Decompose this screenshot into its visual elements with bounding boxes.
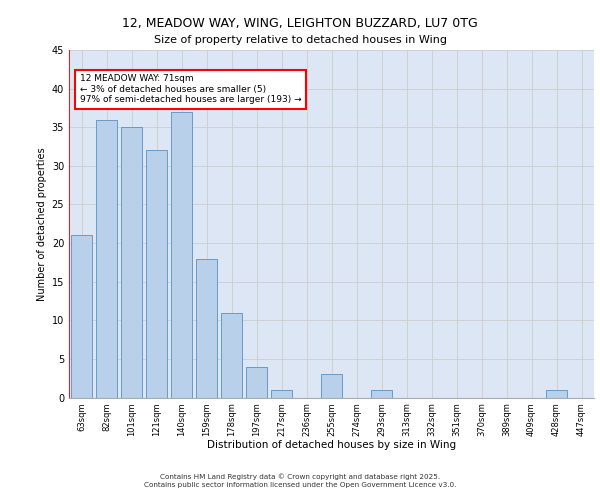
Text: 12, MEADOW WAY, WING, LEIGHTON BUZZARD, LU7 0TG: 12, MEADOW WAY, WING, LEIGHTON BUZZARD, …: [122, 18, 478, 30]
Bar: [321, 374, 342, 398]
Bar: [246, 366, 267, 398]
Bar: [121, 127, 142, 398]
Bar: [271, 390, 292, 398]
Bar: [196, 258, 217, 398]
Text: Contains HM Land Registry data © Crown copyright and database right 2025.
Contai: Contains HM Land Registry data © Crown c…: [144, 474, 456, 488]
Text: Size of property relative to detached houses in Wing: Size of property relative to detached ho…: [154, 35, 446, 45]
Bar: [146, 150, 167, 398]
X-axis label: Distribution of detached houses by size in Wing: Distribution of detached houses by size …: [207, 440, 456, 450]
Bar: [171, 112, 192, 398]
Y-axis label: Number of detached properties: Number of detached properties: [37, 147, 47, 300]
Bar: [96, 120, 117, 398]
Bar: [371, 390, 392, 398]
Bar: [546, 390, 567, 398]
Bar: [71, 236, 92, 398]
Bar: [221, 312, 242, 398]
Text: 12 MEADOW WAY: 71sqm
← 3% of detached houses are smaller (5)
97% of semi-detache: 12 MEADOW WAY: 71sqm ← 3% of detached ho…: [79, 74, 301, 104]
